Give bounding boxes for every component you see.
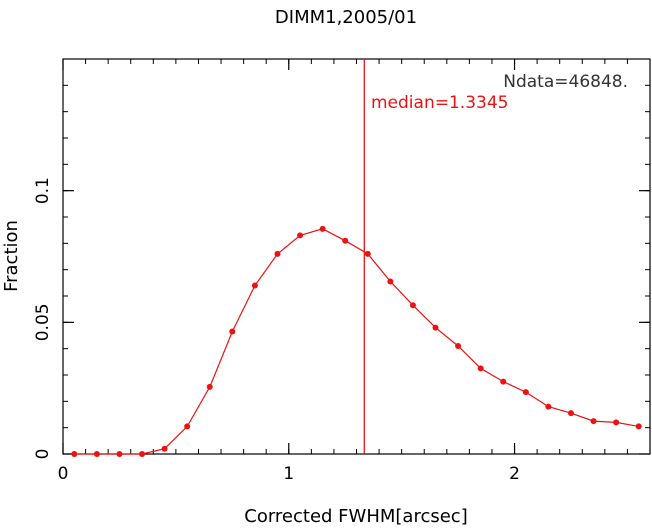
data-point: [409, 302, 416, 309]
data-point: [319, 225, 326, 232]
y-tick-label: 0.1: [33, 177, 53, 204]
data-point: [342, 237, 349, 244]
plot-frame: [62, 58, 651, 455]
data-point: [116, 451, 123, 457]
median-annotation: median=1.3345: [371, 93, 508, 113]
x-tick-label: 0: [58, 464, 69, 484]
y-tick-label: 0.05: [33, 303, 53, 341]
data-point: [364, 250, 371, 257]
ndata-annotation: Ndata=46848.: [503, 72, 628, 92]
x-tick-label: 1: [283, 464, 294, 484]
data-point: [567, 410, 574, 417]
x-axis-label: Corrected FWHM[arcsec]: [244, 506, 467, 527]
data-point: [274, 250, 281, 257]
chart-title: DIMM1,2005/01: [275, 7, 417, 28]
x-tick-label: 2: [509, 464, 520, 484]
data-point: [500, 378, 507, 385]
data-point: [139, 451, 146, 457]
data-point: [297, 232, 304, 239]
data-point: [93, 451, 100, 457]
data-point: [477, 365, 484, 372]
data-point: [635, 423, 642, 430]
data-point: [161, 445, 168, 452]
data-point: [613, 419, 620, 426]
data-point: [522, 389, 529, 396]
data-point: [251, 282, 258, 289]
y-axis-label: Fraction: [1, 220, 22, 292]
data-point: [545, 403, 552, 410]
data-point: [184, 423, 191, 430]
data-point: [590, 418, 597, 425]
data-point: [387, 278, 394, 285]
data-point: [71, 451, 78, 457]
data-point: [455, 343, 462, 350]
data-point: [229, 328, 236, 335]
data-point: [206, 383, 213, 390]
series-line: [74, 228, 639, 455]
y-tick-label: 0: [33, 449, 53, 460]
data-point: [432, 324, 439, 331]
